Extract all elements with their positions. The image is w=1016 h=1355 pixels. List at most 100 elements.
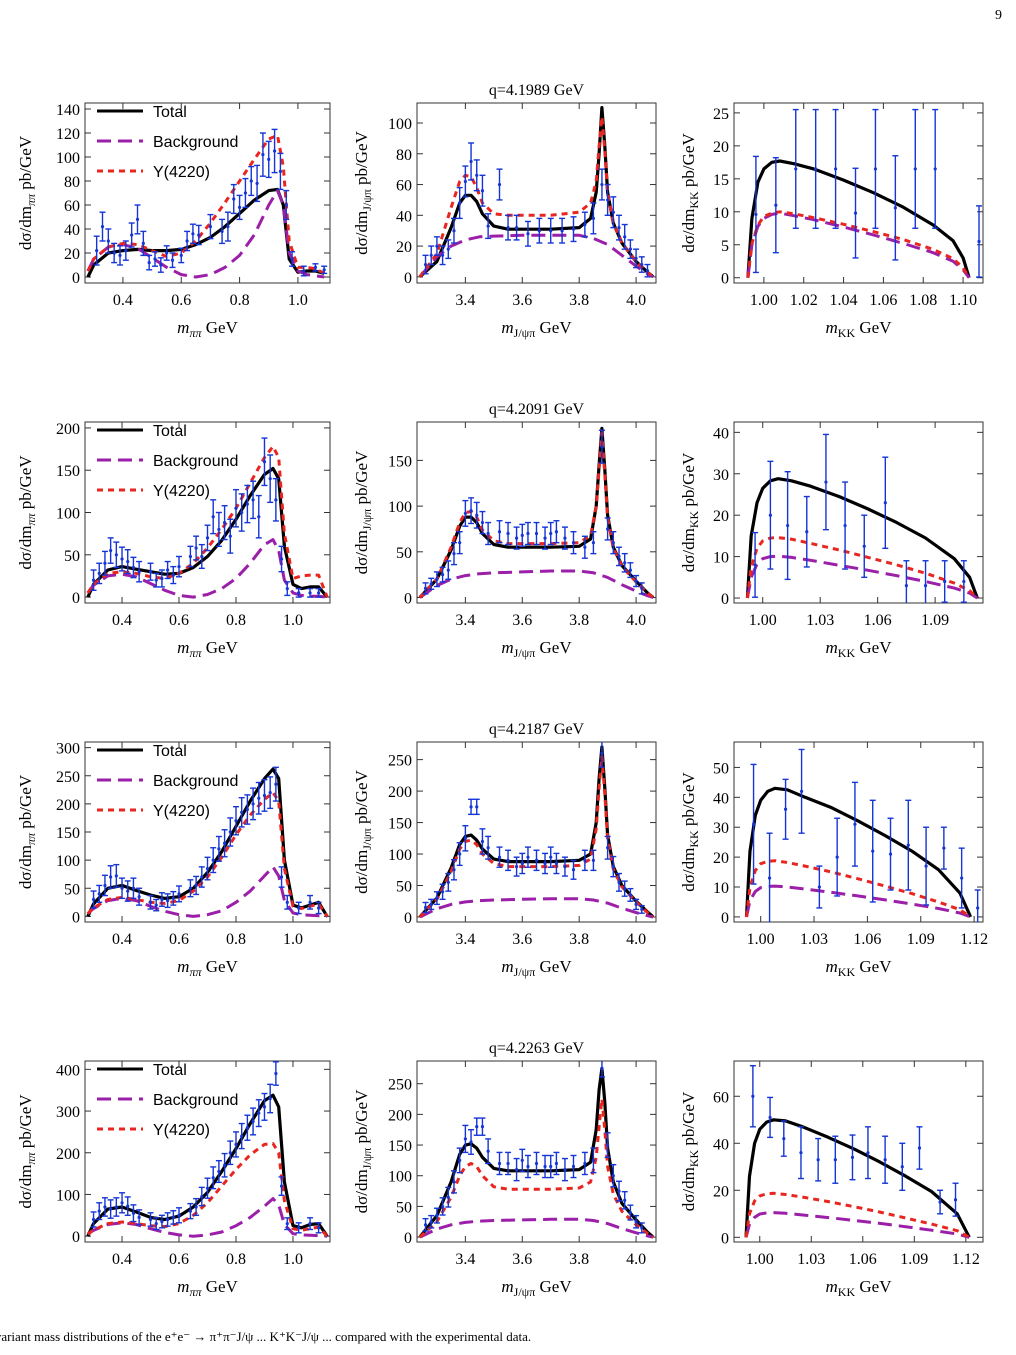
y-tick-label: 20 xyxy=(396,239,412,256)
data-point xyxy=(188,1209,193,1213)
data-point xyxy=(977,239,981,244)
data-point xyxy=(520,533,524,537)
data-point xyxy=(873,167,878,171)
data-point xyxy=(112,251,116,255)
x-tick-label: 3.6 xyxy=(512,612,532,629)
legend-label-y4220: Y(4220) xyxy=(153,483,210,500)
y-tick-label: 250 xyxy=(56,769,80,786)
data-point xyxy=(640,586,644,590)
data-point xyxy=(475,1125,479,1129)
data-point xyxy=(226,225,230,229)
data-point xyxy=(211,858,215,862)
y-tick-label: 20 xyxy=(64,246,80,263)
data-point xyxy=(583,222,587,227)
data-point xyxy=(205,866,210,871)
data-point xyxy=(160,576,164,581)
data-point xyxy=(560,229,564,233)
data-point xyxy=(469,159,473,164)
data-point xyxy=(284,203,288,207)
y-tick-label: 50 xyxy=(64,548,80,565)
data-point xyxy=(109,1207,113,1211)
data-point xyxy=(135,217,140,221)
data-point xyxy=(234,1142,238,1147)
y-tick-label: 0 xyxy=(721,1230,729,1247)
total-curve xyxy=(746,159,971,279)
y-axis-label: dσ/dmJ/ψπ pb/GeV xyxy=(352,130,374,254)
data-point xyxy=(297,1226,301,1230)
x-tick-label: 1.0 xyxy=(283,931,303,948)
y-axis-label: dσ/dmππ pb/GeV xyxy=(16,135,38,250)
data-point xyxy=(114,553,118,557)
data-point xyxy=(148,1217,153,1222)
y-tick-label: 50 xyxy=(713,760,729,777)
data-point xyxy=(141,241,145,245)
curves xyxy=(418,426,655,599)
data-point xyxy=(506,1161,510,1166)
data-point xyxy=(571,868,576,872)
total-curve xyxy=(745,477,979,599)
legend-label-background: Background xyxy=(153,453,238,470)
data-point xyxy=(835,855,839,859)
data-point xyxy=(768,513,772,517)
data-point xyxy=(114,874,118,878)
chart-panel-kk-1: 1.00 1.02 1.04 1.06 1.08 1.10 0 5 10 15 20 25 mKK Ge… xyxy=(679,102,984,340)
data-point xyxy=(543,861,547,866)
x-tick-label: 3.4 xyxy=(455,1251,475,1268)
data-point xyxy=(217,847,221,851)
chart-panel-jpsipi-3: 3.4 3.6 3.8 4.0 0 50 100 150 200 250 q=4.2187 GeV m… xyxy=(352,721,657,979)
data-point xyxy=(506,858,510,862)
data-point xyxy=(514,1168,519,1172)
y-tick-label: 0 xyxy=(72,590,80,607)
y-tick-label: 100 xyxy=(56,1187,80,1204)
data-point xyxy=(297,906,301,910)
y-axis-label: dσ/dmKK pb/GeV xyxy=(679,1091,701,1211)
chart-panel-jpsipi-1: 3.4 3.6 3.8 4.0 0 20 40 60 80 100 q=4.1989 GeV mJ/ψ… xyxy=(352,82,657,340)
data-point xyxy=(606,527,610,531)
data-point xyxy=(131,886,136,890)
y-tick-label: 0 xyxy=(404,1230,412,1247)
data-point xyxy=(900,1165,904,1169)
data-point xyxy=(245,502,249,506)
data-point xyxy=(429,582,433,586)
x-tick-label: 1.06 xyxy=(849,1251,877,1268)
data-point xyxy=(526,531,530,536)
background-curve xyxy=(745,554,979,600)
y-tick-label: 100 xyxy=(56,853,80,870)
data-point xyxy=(441,573,445,577)
data-point xyxy=(91,897,96,902)
data-point xyxy=(166,1217,170,1222)
y-tick-label: 300 xyxy=(56,741,80,758)
data-point xyxy=(520,861,524,866)
data-point xyxy=(274,782,278,786)
data-point xyxy=(611,1174,615,1178)
data-point xyxy=(194,883,198,888)
y-axis-label: dσ/dmJ/ψπ pb/GeV xyxy=(352,769,374,893)
data-point xyxy=(634,579,638,583)
x-tick-label: 1.00 xyxy=(746,1251,774,1268)
data-point xyxy=(257,1111,261,1115)
data-point xyxy=(423,1223,428,1227)
data-point xyxy=(217,1169,221,1174)
y-tick-label: 200 xyxy=(56,797,80,814)
data-point xyxy=(606,846,610,850)
data-point xyxy=(526,855,530,859)
legend: Total Background Y(4220) xyxy=(97,423,238,500)
background-curve xyxy=(419,897,654,919)
data-point xyxy=(200,1194,204,1199)
chart-title: q=4.2091 GeV xyxy=(489,401,585,418)
data-point xyxy=(194,546,198,550)
y-tick-label: 150 xyxy=(56,463,80,480)
data-points xyxy=(422,742,645,914)
data-point xyxy=(220,229,224,233)
y-tick-label: 0 xyxy=(721,910,729,927)
total-curve xyxy=(86,187,325,278)
y-axis-label: dσ/dmKK pb/GeV xyxy=(679,452,701,572)
data-point xyxy=(783,807,788,811)
x-tick-label: 1.0 xyxy=(283,1251,303,1268)
data-point xyxy=(124,249,128,253)
y-tick-label: 300 xyxy=(56,1104,80,1121)
data-point xyxy=(97,571,101,575)
data-point xyxy=(794,167,798,171)
y-tick-label: 150 xyxy=(388,453,412,470)
